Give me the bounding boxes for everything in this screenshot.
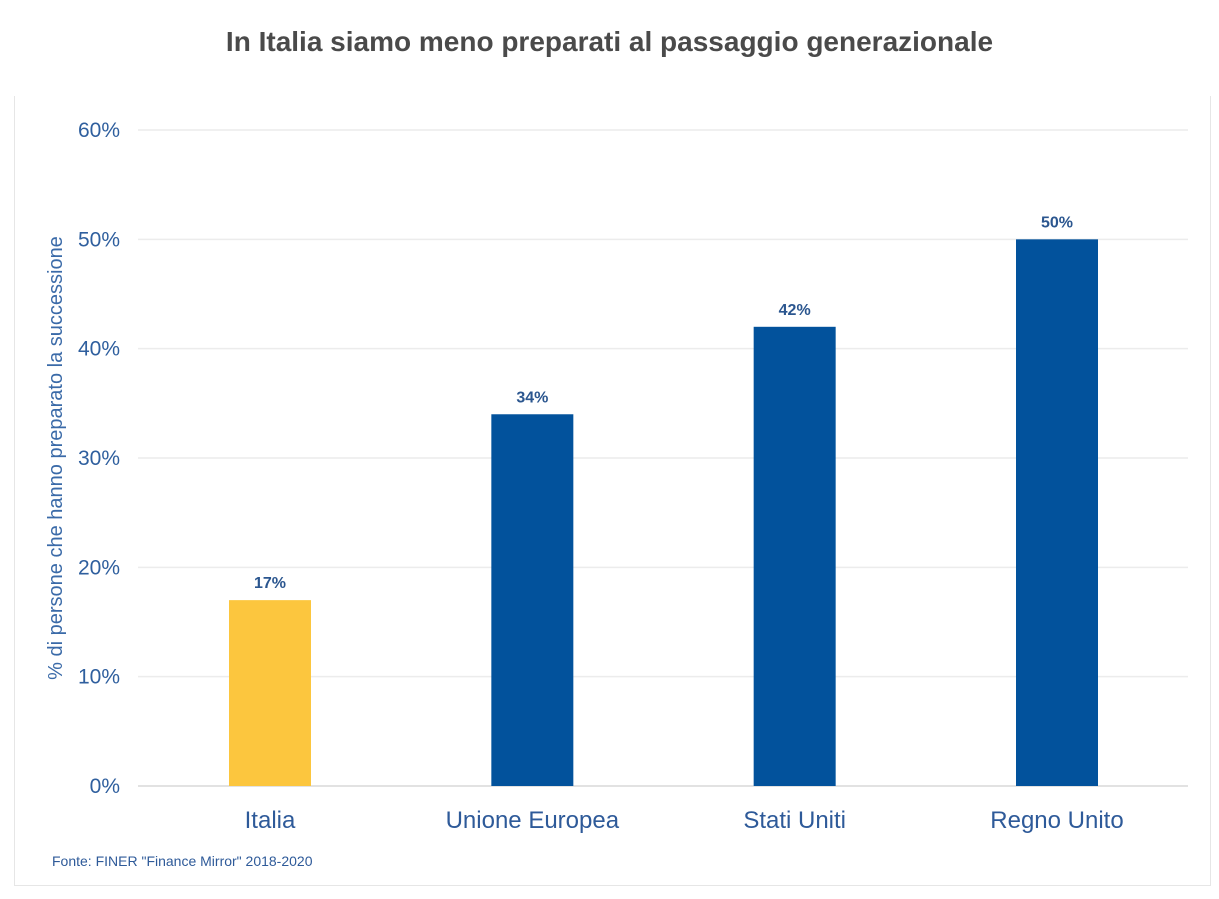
category-label: Regno Unito [990, 807, 1123, 834]
y-tick-label: 50% [78, 228, 120, 251]
y-tick-label: 0% [90, 775, 120, 798]
y-tick-label: 60% [78, 119, 120, 142]
y-tick-label: 20% [78, 556, 120, 579]
y-tick-label: 40% [78, 338, 120, 361]
category-label: Italia [245, 807, 296, 834]
bar [1016, 239, 1098, 787]
category-label: Stati Uniti [743, 807, 846, 834]
y-axis-ticks: 0% 10% 20% 30% 40% 50% 60% [78, 119, 120, 798]
x-axis-categories: Italia Unione Europea Stati Uniti Regno Uni… [245, 807, 1124, 834]
y-tick-label: 30% [78, 447, 120, 470]
source-note: Fonte: FINER "Finance Mirror" 2018-2020 [52, 853, 313, 869]
value-labels: 17% 34% 42% 50% [254, 214, 1073, 592]
chart-title: In Italia siamo meno preparati al passag… [225, 26, 994, 57]
y-axis-label: % di persone che hanno preparato la succ… [45, 236, 67, 680]
bar [229, 600, 311, 786]
bars [229, 239, 1098, 787]
value-label: 34% [516, 389, 548, 406]
gridlines [138, 129, 1188, 787]
value-label: 17% [254, 575, 286, 592]
bar [753, 326, 836, 786]
chart-panel [14, 96, 1211, 886]
value-label: 50% [1041, 214, 1073, 231]
y-tick-label: 10% [78, 666, 120, 689]
bar [491, 414, 574, 786]
value-label: 42% [779, 302, 811, 319]
category-label: Unione Europea [446, 807, 620, 834]
